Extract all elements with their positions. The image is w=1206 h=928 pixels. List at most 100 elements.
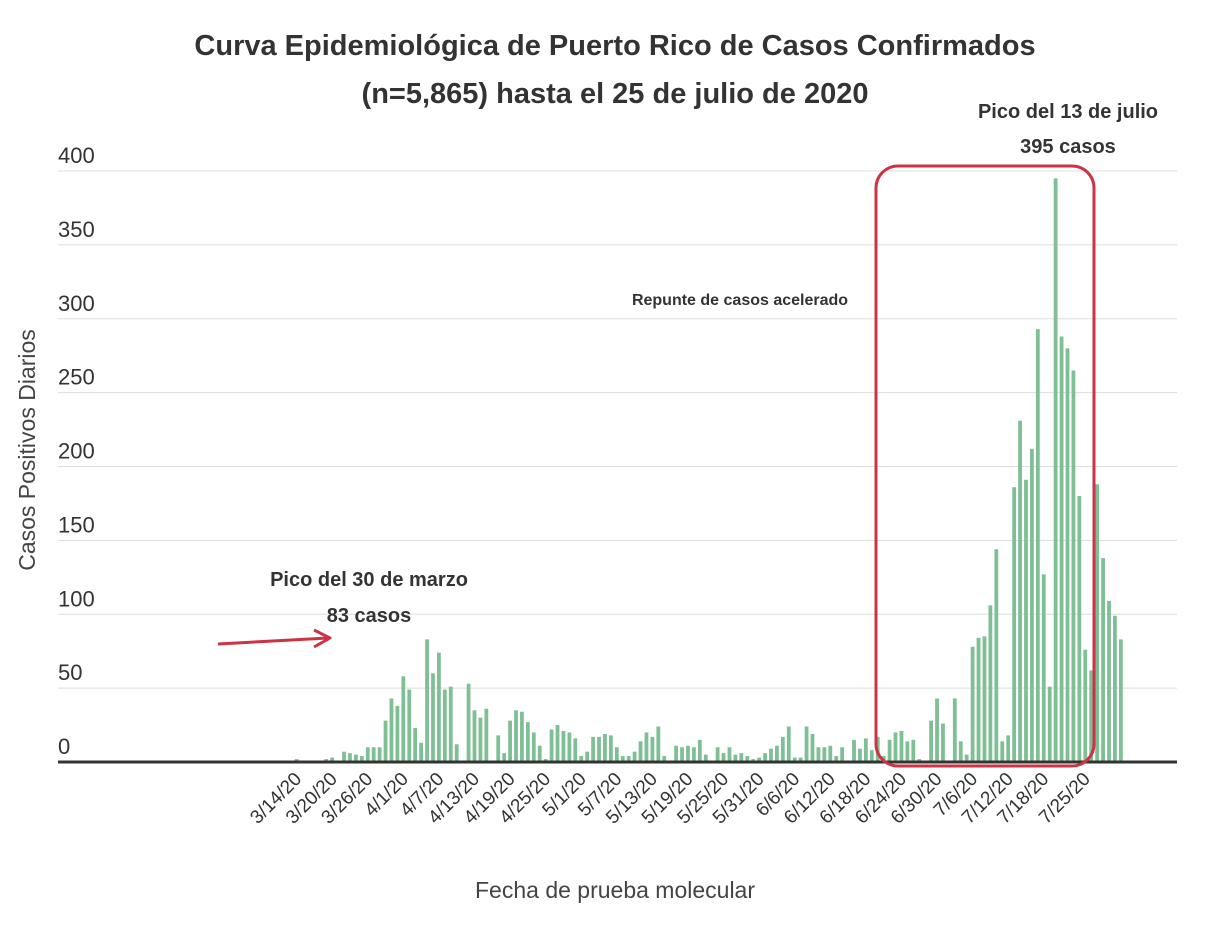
bar [804,726,809,762]
bar [585,751,590,762]
bar [775,745,779,762]
bar [941,723,945,762]
bar [1053,178,1058,762]
bar [703,754,708,762]
bar [520,711,524,762]
bar [1101,558,1105,762]
bar [958,741,963,762]
bar [1012,487,1017,762]
bar [442,689,447,762]
bar [905,741,910,762]
bar [395,705,400,762]
y-tick-label: 100 [58,586,95,611]
bar [401,676,406,762]
bar [692,747,696,762]
chart-title-line1: Curva Epidemiológica de Puerto Rico de C… [194,30,1035,62]
bar [715,747,720,762]
bar [1113,615,1117,762]
bar [863,738,868,762]
bar [899,730,904,762]
bar [1047,686,1052,762]
bar [964,754,969,762]
bar [1118,639,1123,762]
bar [1018,420,1022,762]
bar [389,698,394,762]
bar [1041,574,1046,762]
bar [514,710,518,762]
bar [674,745,679,762]
bar [721,753,726,762]
y-tick-label: 200 [58,439,95,464]
bar [632,751,637,762]
y-tick-label: 350 [58,217,95,242]
bar [330,757,335,762]
bar [608,735,613,762]
bar [822,747,827,762]
y-tick-label: 150 [58,512,95,537]
bar [626,756,631,762]
bar [531,732,536,762]
bar [810,733,815,762]
x-axis-ticks: 3/14/203/20/203/26/204/1/204/7/204/13/20… [246,769,1094,829]
y-tick-label: 300 [58,291,95,316]
y-tick-label: 50 [58,660,82,685]
march-peak-count: 83 casos [327,605,412,627]
bar [982,636,987,762]
bar [935,698,939,762]
bar [359,756,364,762]
bar [644,732,649,762]
bar [852,739,856,762]
bar [656,726,661,762]
surge-label: Repunte de casos acelerado [632,292,848,309]
bar [377,747,382,762]
bar [662,756,667,762]
bar [786,726,791,762]
bars [294,178,1123,762]
bar [828,745,833,762]
bar [555,725,560,762]
bar [911,739,916,762]
bar [342,751,346,762]
bar [727,747,732,762]
bar [484,708,489,762]
july-peak-count: 395 casos [1020,136,1116,158]
bar [371,747,376,762]
bar [686,745,690,762]
bar [525,722,530,762]
x-axis-label: Fecha de prueba molecular [475,877,755,903]
bar [745,756,750,762]
bar [561,730,566,762]
y-axis-label: Casos Positivos Diarios [14,329,40,571]
bar [407,689,412,762]
bar [419,742,424,762]
bar [680,747,684,762]
bar [858,748,862,762]
highlight-box [874,164,1096,768]
bar [537,745,542,762]
bar [798,757,803,762]
bar [348,753,352,762]
bar [472,710,477,762]
bar [834,756,839,762]
bar [780,736,785,762]
bar [466,683,471,762]
y-axis-ticks: 0 50 100 150 200 250 300 350 400 [58,143,95,759]
bar [840,747,845,762]
bar [763,753,767,762]
bar [1071,370,1076,762]
bar [425,639,429,762]
bar [448,686,453,762]
bar [508,720,512,762]
bar [1030,448,1034,762]
bar [437,652,441,762]
bar [454,744,459,762]
bar [353,754,358,762]
bar [496,735,501,762]
bar [502,753,507,762]
bar [952,698,957,762]
bar [614,747,619,762]
y-tick-label: 400 [58,143,95,168]
bar [638,741,643,762]
bar [603,733,607,762]
